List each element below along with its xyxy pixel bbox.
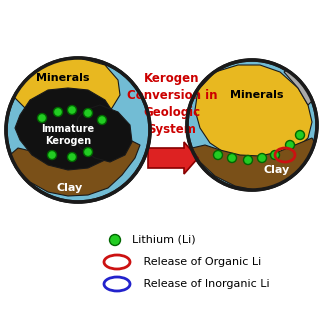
Polygon shape — [10, 140, 140, 196]
Text: Release of Organic Li: Release of Organic Li — [133, 257, 261, 267]
Text: Minerals: Minerals — [36, 73, 90, 83]
Polygon shape — [15, 88, 118, 170]
Circle shape — [295, 131, 305, 140]
Text: Clay: Clay — [57, 183, 83, 193]
Circle shape — [244, 156, 252, 164]
Text: Immature
Kerogen: Immature Kerogen — [41, 124, 95, 146]
Polygon shape — [284, 68, 316, 105]
Circle shape — [6, 58, 150, 202]
Text: Lithium (Li): Lithium (Li) — [125, 235, 196, 245]
Text: Minerals: Minerals — [230, 90, 284, 100]
Polygon shape — [75, 105, 132, 162]
Circle shape — [84, 108, 92, 117]
Text: Release of Inorganic Li: Release of Inorganic Li — [133, 279, 270, 289]
Circle shape — [47, 150, 57, 159]
Circle shape — [98, 116, 107, 124]
Circle shape — [285, 140, 294, 149]
Circle shape — [109, 235, 121, 245]
Circle shape — [187, 60, 317, 190]
Circle shape — [68, 106, 76, 115]
Circle shape — [258, 154, 267, 163]
FancyArrow shape — [148, 142, 198, 174]
Polygon shape — [192, 138, 316, 190]
Polygon shape — [195, 65, 312, 162]
Circle shape — [213, 150, 222, 159]
Circle shape — [228, 154, 236, 163]
Circle shape — [37, 114, 46, 123]
Circle shape — [68, 153, 76, 162]
Text: Kerogen
Conversion in
Geologic
System: Kerogen Conversion in Geologic System — [127, 72, 217, 136]
Polygon shape — [12, 55, 120, 122]
Circle shape — [270, 150, 279, 159]
Circle shape — [84, 148, 92, 156]
Text: Clay: Clay — [264, 165, 290, 175]
Circle shape — [53, 108, 62, 116]
